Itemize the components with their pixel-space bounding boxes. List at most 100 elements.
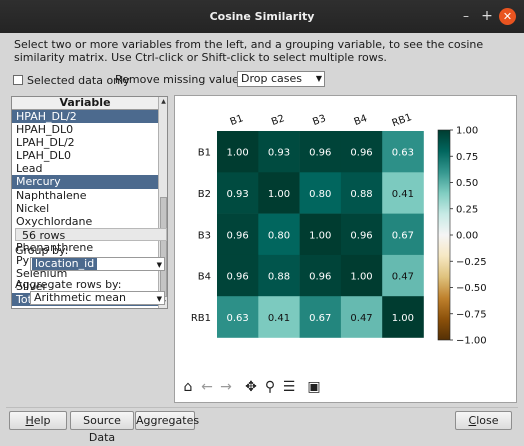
variable-item[interactable]: HPAH_DL0 xyxy=(16,123,74,137)
pan-icon[interactable]: ✥ xyxy=(245,379,257,395)
colorbar-tick-label: −0.75 xyxy=(456,309,487,320)
x-tick-label: RB1 xyxy=(391,112,414,129)
y-tick-label: B2 xyxy=(198,189,211,200)
cell-value-label: 0.47 xyxy=(392,272,414,283)
heatmap-cell xyxy=(340,213,383,256)
cell-value-label: 1.00 xyxy=(392,313,414,324)
variable-item[interactable]: LPAH_DL/2 xyxy=(16,136,75,150)
x-tick-label: B2 xyxy=(270,113,286,128)
group-by-select[interactable]: location_id ▼ xyxy=(30,257,165,271)
heatmap-cell xyxy=(299,254,342,297)
save-icon[interactable]: ▣ xyxy=(307,379,321,395)
title-bar: Cosine Similarity – + ✕ xyxy=(0,0,524,33)
aggregates-button[interactable]: Aggregates xyxy=(135,411,199,430)
zoom-icon[interactable]: ⚲ xyxy=(264,379,276,395)
variable-list-scrollbar[interactable]: ▲ ▼ xyxy=(158,97,167,308)
colorbar-tick-label: 0.50 xyxy=(456,178,478,189)
heatmap-cell xyxy=(340,254,383,297)
heatmap-cell xyxy=(258,213,300,256)
heatmap-cell xyxy=(217,172,259,214)
heatmap-cell xyxy=(217,131,259,173)
heatmap-cell xyxy=(217,213,259,256)
heatmap-cell xyxy=(382,213,424,256)
source-data-button[interactable]: Source Data xyxy=(70,411,134,444)
chevron-down-icon: ▼ xyxy=(315,74,322,83)
heatmap-cell xyxy=(340,296,383,338)
selected-data-only-option[interactable]: Selected data only xyxy=(13,72,130,88)
aggregate-value: Arithmetic mean xyxy=(34,291,126,304)
chevron-down-icon: ▼ xyxy=(156,261,162,269)
cell-value-label: 0.96 xyxy=(350,230,372,241)
colorbar-tick-label: −1.00 xyxy=(456,336,487,347)
colorbar xyxy=(437,129,451,341)
cell-value-label: 0.41 xyxy=(392,189,414,200)
y-tick-label: B4 xyxy=(198,272,211,283)
colorbar-tick-label: 0.00 xyxy=(456,231,478,242)
heatmap-cell xyxy=(258,131,300,173)
x-tick-label: B1 xyxy=(229,113,245,128)
variable-item[interactable]: Naphthalene xyxy=(16,188,87,202)
heatmap-cell xyxy=(382,296,424,338)
selected-data-only-label: Selected data only xyxy=(27,73,130,87)
variable-item[interactable]: Silver xyxy=(16,280,47,294)
row-count: 56 rows xyxy=(15,228,167,242)
heatmap-cell xyxy=(340,131,383,173)
x-tick-label: B3 xyxy=(311,113,327,128)
forward-arrow-icon[interactable]: → xyxy=(220,379,232,395)
colorbar-tick-label: 1.00 xyxy=(456,126,478,137)
variable-item[interactable]: Phenanthrene xyxy=(16,240,94,254)
cell-value-label: 0.96 xyxy=(309,148,331,159)
configure-subplots-icon[interactable]: ☰ xyxy=(282,379,296,395)
heatmap-cell xyxy=(217,296,259,338)
cell-value-label: 0.63 xyxy=(392,148,414,159)
close-button[interactable]: Close xyxy=(455,411,512,430)
heatmap-cell xyxy=(382,172,424,214)
colorbar-tick-label: 0.75 xyxy=(456,152,478,163)
cell-value-label: 1.00 xyxy=(268,189,290,200)
cell-value-label: 0.67 xyxy=(392,230,414,241)
aggregate-select[interactable]: Arithmetic mean ▼ xyxy=(30,291,165,305)
group-by-label: Group by: xyxy=(15,244,69,257)
cell-value-label: 0.96 xyxy=(227,230,249,241)
minimize-button[interactable]: – xyxy=(463,9,469,23)
window-title: Cosine Similarity xyxy=(209,10,315,23)
home-icon[interactable]: ⌂ xyxy=(183,379,193,395)
heatmap-cell xyxy=(299,296,342,338)
variable-item[interactable]: Oxychlordane xyxy=(16,214,93,228)
y-tick-label: RB1 xyxy=(191,313,211,324)
cell-value-label: 0.80 xyxy=(268,230,290,241)
cell-value-label: 0.47 xyxy=(350,313,372,324)
cell-value-label: 0.67 xyxy=(309,313,331,324)
variable-item[interactable]: HPAH_DL/2 xyxy=(12,110,158,124)
close-window-button[interactable]: ✕ xyxy=(499,8,516,25)
variable-list-header: Variable xyxy=(12,97,158,110)
variable-item[interactable]: Mercury xyxy=(12,175,158,189)
colorbar-tick-label: 0.25 xyxy=(456,204,478,215)
selected-data-only-checkbox[interactable] xyxy=(13,75,23,85)
cell-value-label: 1.00 xyxy=(227,148,249,159)
help-button[interactable]: Help xyxy=(9,411,67,430)
plot-toolbar: ⌂ ← → ✥ ⚲ ☰ ▣ xyxy=(179,378,324,396)
cell-value-label: 0.96 xyxy=(350,148,372,159)
cell-value-label: 0.96 xyxy=(227,272,249,283)
heatmap-cell xyxy=(340,172,383,214)
scrollbar-thumb[interactable] xyxy=(160,197,167,297)
cell-value-label: 0.80 xyxy=(309,189,331,200)
variable-item[interactable]: Nickel xyxy=(16,201,50,215)
variable-item[interactable]: Lead xyxy=(16,162,43,176)
heatmap-cell xyxy=(258,296,300,338)
cell-value-label: 1.00 xyxy=(309,230,331,241)
colorbar-tick-label: −0.50 xyxy=(456,283,487,294)
heatmap-cell xyxy=(382,254,424,297)
scroll-up-icon[interactable]: ▲ xyxy=(161,98,166,105)
colorbar-tick-label: −0.25 xyxy=(456,257,487,268)
maximize-button[interactable]: + xyxy=(481,8,493,24)
plot-area: 1.00 0.93 0.96 0.96 0.63 0.93 1.00 0.80 0.88 0.41… xyxy=(174,95,517,403)
missing-values-select[interactable]: Drop cases ▼ xyxy=(237,71,325,87)
missing-values-value: Drop cases xyxy=(241,72,302,85)
variable-item[interactable]: LPAH_DL0 xyxy=(16,149,71,163)
back-arrow-icon[interactable]: ← xyxy=(201,379,213,395)
missing-values-label: Remove missing values by: xyxy=(115,73,265,86)
cell-value-label: 0.63 xyxy=(227,313,249,324)
